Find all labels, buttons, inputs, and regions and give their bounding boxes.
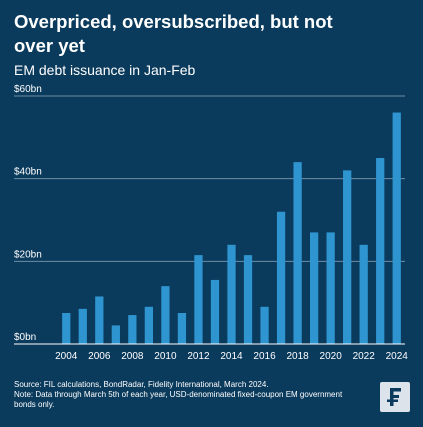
bar-2012	[194, 255, 203, 344]
bar-2007	[111, 325, 120, 344]
bar-2015	[243, 255, 253, 344]
x-tick-label: 2024	[386, 351, 409, 362]
bar-2006	[95, 296, 104, 344]
x-tick-label: 2022	[353, 351, 376, 362]
chart-title: Overpriced, oversubscribed, but not over…	[14, 10, 409, 58]
y-tick-label: $20bn	[14, 249, 42, 260]
bar-2021	[343, 170, 352, 344]
x-tick-label: 2004	[55, 351, 78, 362]
x-tick-label: 2006	[88, 351, 111, 362]
footnote: Source: FIL calculations, BondRadar, Fid…	[14, 380, 364, 410]
x-tick-label: 2010	[154, 351, 177, 362]
x-tick-label: 2008	[121, 351, 144, 362]
x-tick-label: 2014	[220, 351, 243, 362]
fidelity-logo	[380, 382, 410, 412]
bar-2014	[227, 244, 236, 344]
y-tick-label: $40bn	[14, 167, 42, 178]
bar-2019	[309, 232, 319, 344]
y-tick-label: $0bn	[14, 332, 36, 343]
y-tick-label: $60bn	[14, 84, 42, 95]
chart-subtitle: EM debt issuance in Jan-Feb	[14, 62, 196, 78]
bar-2018	[293, 162, 302, 344]
bar-2024	[392, 112, 401, 345]
bar-2010	[161, 286, 170, 344]
x-tick-label: 2020	[320, 351, 343, 362]
bar-2017	[276, 211, 286, 344]
bar-2005	[78, 308, 87, 344]
footnote-note: Note: Data through March 5th of each yea…	[14, 390, 343, 409]
fidelity-f-logo-icon	[387, 388, 401, 406]
bar-2011	[177, 313, 187, 344]
x-tick-label: 2012	[187, 351, 210, 362]
footnote-source: Source: FIL calculations, BondRadar, Fid…	[14, 380, 269, 389]
x-tick-label: 2016	[253, 351, 276, 362]
bar-2008	[128, 315, 137, 344]
bar-2023	[376, 158, 385, 344]
chart-title-line-1: Overpriced, oversubscribed, but not	[14, 11, 333, 32]
bar-2020	[326, 232, 335, 344]
bar-2016	[260, 306, 269, 344]
bar-2004	[62, 313, 71, 344]
bar-2022	[359, 244, 368, 344]
chart-title-line-2: over yet	[14, 35, 85, 56]
bar-2009	[144, 306, 154, 344]
x-tick-label: 2018	[286, 351, 309, 362]
bar-2013	[210, 279, 220, 344]
